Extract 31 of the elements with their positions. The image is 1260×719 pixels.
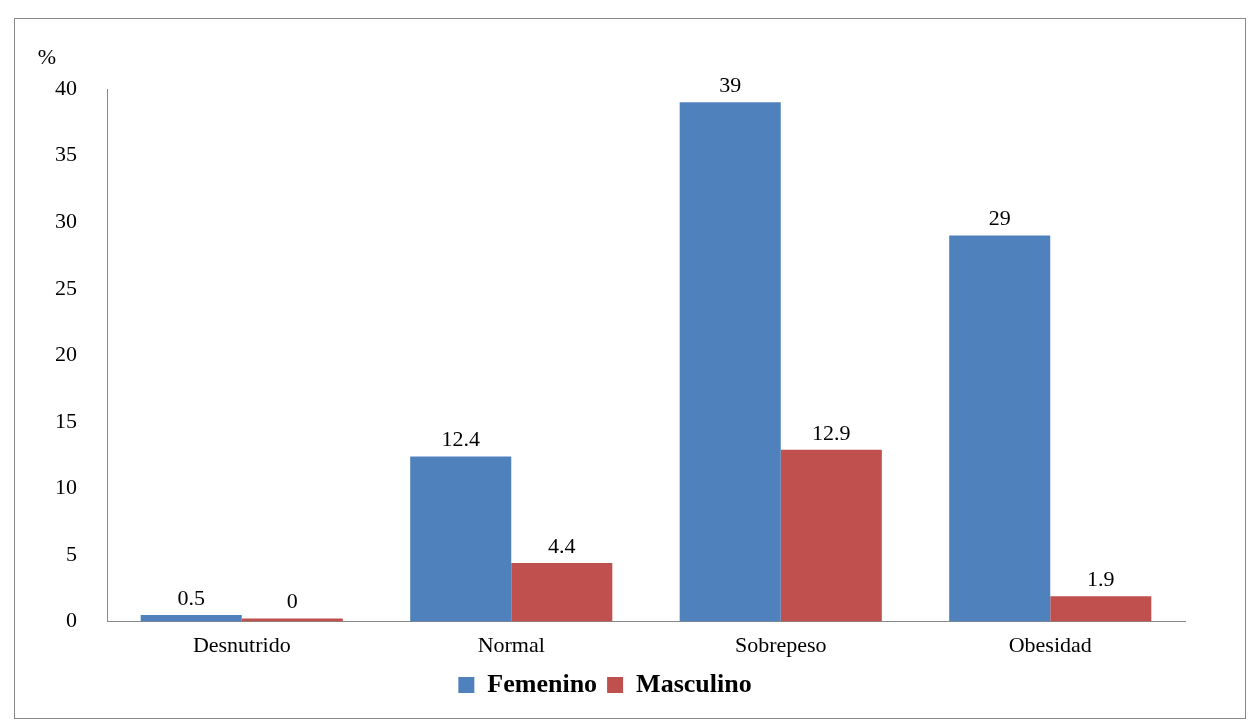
y-axis-title: % — [37, 43, 57, 69]
data-label: 12.4 — [441, 426, 480, 452]
bar — [511, 563, 613, 622]
y-tick-label: 40 — [55, 74, 77, 100]
data-label: 4.4 — [548, 532, 576, 558]
data-label: 12.9 — [812, 419, 851, 445]
y-tick-label: 10 — [55, 474, 77, 500]
y-tick-label: 25 — [55, 274, 77, 300]
data-label: 29 — [988, 205, 1011, 231]
x-tick-label: Sobrepeso — [734, 631, 827, 657]
data-label: 39 — [719, 72, 742, 98]
y-tick-label: 0 — [66, 607, 77, 633]
x-tick-label: Desnutrido — [192, 631, 291, 657]
y-tick-label: 15 — [55, 407, 77, 433]
y-tick-label: 35 — [55, 141, 77, 167]
bar — [780, 449, 882, 622]
data-label: 0 — [286, 588, 298, 614]
data-label: 1.9 — [1087, 566, 1115, 592]
x-tick-label: Normal — [477, 631, 545, 657]
bar — [1050, 596, 1152, 622]
legend-label: Masculino — [636, 668, 752, 698]
bar — [140, 614, 242, 622]
x-tick-label: Obesidad — [1008, 631, 1092, 657]
bar — [410, 456, 512, 622]
bar — [949, 235, 1051, 622]
y-tick-label: 5 — [66, 540, 77, 566]
y-tick-label: 20 — [55, 341, 77, 367]
legend-label: Femenino — [487, 668, 598, 698]
bar — [679, 102, 781, 622]
y-tick-label: 30 — [55, 207, 77, 233]
data-label: 0.5 — [177, 584, 205, 610]
